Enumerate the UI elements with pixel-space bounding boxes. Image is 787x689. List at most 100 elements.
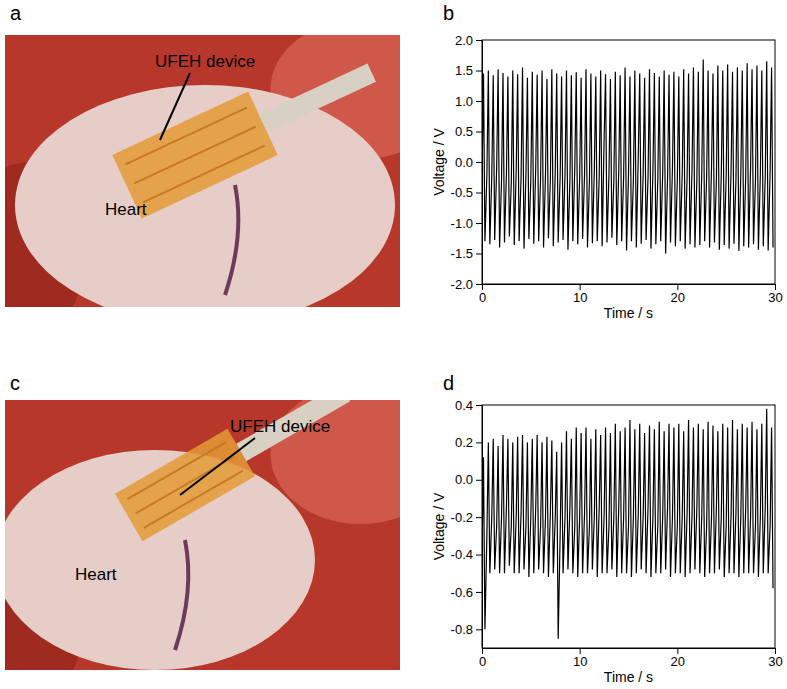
y-tick: 1.0: [455, 94, 482, 109]
photo: UFEH device Heart: [0, 19, 451, 342]
photo: UFEH deviceHeart: [0, 369, 451, 689]
device-electrode: [144, 471, 243, 528]
y-tick: -2.0: [451, 277, 482, 292]
device-cable: [259, 64, 376, 133]
x-tick-mark: [482, 284, 483, 290]
heart-shape: [15, 85, 395, 307]
y-tick-mark: [476, 162, 482, 163]
device-label: UFEH device: [230, 417, 330, 436]
plot-frame: [482, 40, 775, 284]
y-tick: 2.0: [455, 33, 482, 48]
x-axis: 0 10 20 30: [479, 648, 783, 669]
y-tick-mark: [476, 101, 482, 102]
x-tick-label: 10: [573, 654, 587, 669]
x-tick-label: 30: [768, 654, 782, 669]
y-tick: 0.5: [455, 124, 482, 139]
y-axis-line: [482, 41, 483, 285]
y-tick-label: 0.2: [455, 435, 473, 450]
y-tick: -0.5: [451, 185, 482, 200]
x-tick: 30: [768, 284, 782, 305]
y-tick-label: 0.0: [455, 472, 473, 487]
organ-label: Heart: [105, 200, 147, 219]
x-tick-mark: [677, 284, 678, 290]
pointer-line: [180, 438, 255, 495]
plot-frame: [482, 405, 775, 648]
y-tick: 1.5: [455, 63, 482, 78]
x-tick: 0: [479, 648, 486, 669]
y-tick-label: 0.4: [455, 398, 473, 413]
device-film: [115, 429, 255, 542]
photo-content: [5, 35, 400, 307]
plot-area: [482, 409, 773, 639]
y-tick-mark: [476, 555, 482, 556]
y-tick: -0.8: [451, 622, 482, 637]
panel-label: c: [10, 372, 20, 394]
x-tick-label: 20: [671, 654, 685, 669]
vessel: [225, 185, 238, 295]
device-electrode: [143, 146, 264, 203]
x-axis-title: Time / s: [604, 305, 653, 321]
y-axis-title: Voltage / V: [431, 127, 447, 195]
y-tick-label: 0.0: [455, 155, 473, 170]
x-tick: 0: [479, 284, 486, 305]
device: [115, 400, 359, 541]
y-axis: -0.8-0.6-0.4-0.20.00.20.4: [451, 398, 483, 649]
y-tick-label: -1.5: [451, 246, 473, 261]
panel-label: d: [443, 372, 454, 394]
x-tick-label: 0: [479, 654, 486, 669]
device-electrode: [125, 108, 246, 165]
figure: aUFEH deviceHeartcUFEH deviceHeartb01020…: [0, 0, 787, 689]
y-tick-label: -0.8: [451, 622, 473, 637]
y-tick-label: -1.0: [451, 216, 473, 231]
y-tick: -0.4: [451, 547, 482, 562]
y-tick-mark: [476, 132, 482, 133]
y-tick-mark: [476, 193, 482, 194]
x-tick: 20: [671, 648, 685, 669]
y-tick-label: 1.5: [455, 63, 473, 78]
y-tick-mark: [476, 284, 482, 285]
x-tick-label: 0: [479, 290, 486, 305]
device-electrode: [134, 127, 255, 184]
x-axis: 0 10 20 30: [479, 284, 783, 305]
y-tick-mark: [476, 629, 482, 630]
y-tick-mark: [476, 71, 482, 72]
photo-content: [5, 400, 400, 670]
y-tick-label: 0.5: [455, 124, 473, 139]
chart: 0102030-0.8-0.6-0.4-0.20.00.20.4Time / s…: [431, 398, 783, 685]
y-tick-mark: [476, 405, 482, 406]
x-tick-mark: [580, 648, 581, 654]
y-tick-mark: [476, 592, 482, 593]
panel-label: b: [443, 2, 454, 24]
device-label: UFEH device: [155, 52, 255, 71]
x-tick: 20: [671, 284, 685, 305]
y-tick-label: -0.5: [451, 185, 473, 200]
x-tick-label: 30: [768, 290, 782, 305]
y-tick-mark: [476, 517, 482, 518]
y-tick: 0.4: [455, 398, 482, 413]
x-axis-title: Time / s: [604, 669, 653, 685]
x-tick-mark: [482, 648, 483, 654]
y-tick-mark: [476, 480, 482, 481]
x-tick-label: 10: [573, 290, 587, 305]
y-tick-mark: [476, 442, 482, 443]
y-tick: 0.0: [455, 155, 482, 170]
y-tick-label: -0.6: [451, 585, 473, 600]
plot-area: [482, 60, 773, 254]
x-axis-line: [483, 284, 776, 285]
vessel: [175, 540, 188, 650]
x-tick-mark: [580, 284, 581, 290]
y-tick: -1.0: [451, 216, 482, 231]
x-tick-mark: [677, 648, 678, 654]
x-tick-mark: [775, 284, 776, 290]
pointer-line: [160, 73, 190, 140]
panel-label: a: [10, 2, 22, 24]
y-tick-label: -2.0: [451, 277, 473, 292]
x-tick-label: 20: [671, 290, 685, 305]
y-tick: -1.5: [451, 246, 482, 261]
y-tick-label: 1.0: [455, 94, 473, 109]
x-tick: 10: [573, 648, 587, 669]
device: [112, 41, 386, 219]
data-line: [482, 60, 773, 254]
y-tick-label: -0.4: [451, 547, 473, 562]
x-tick: 10: [573, 284, 587, 305]
